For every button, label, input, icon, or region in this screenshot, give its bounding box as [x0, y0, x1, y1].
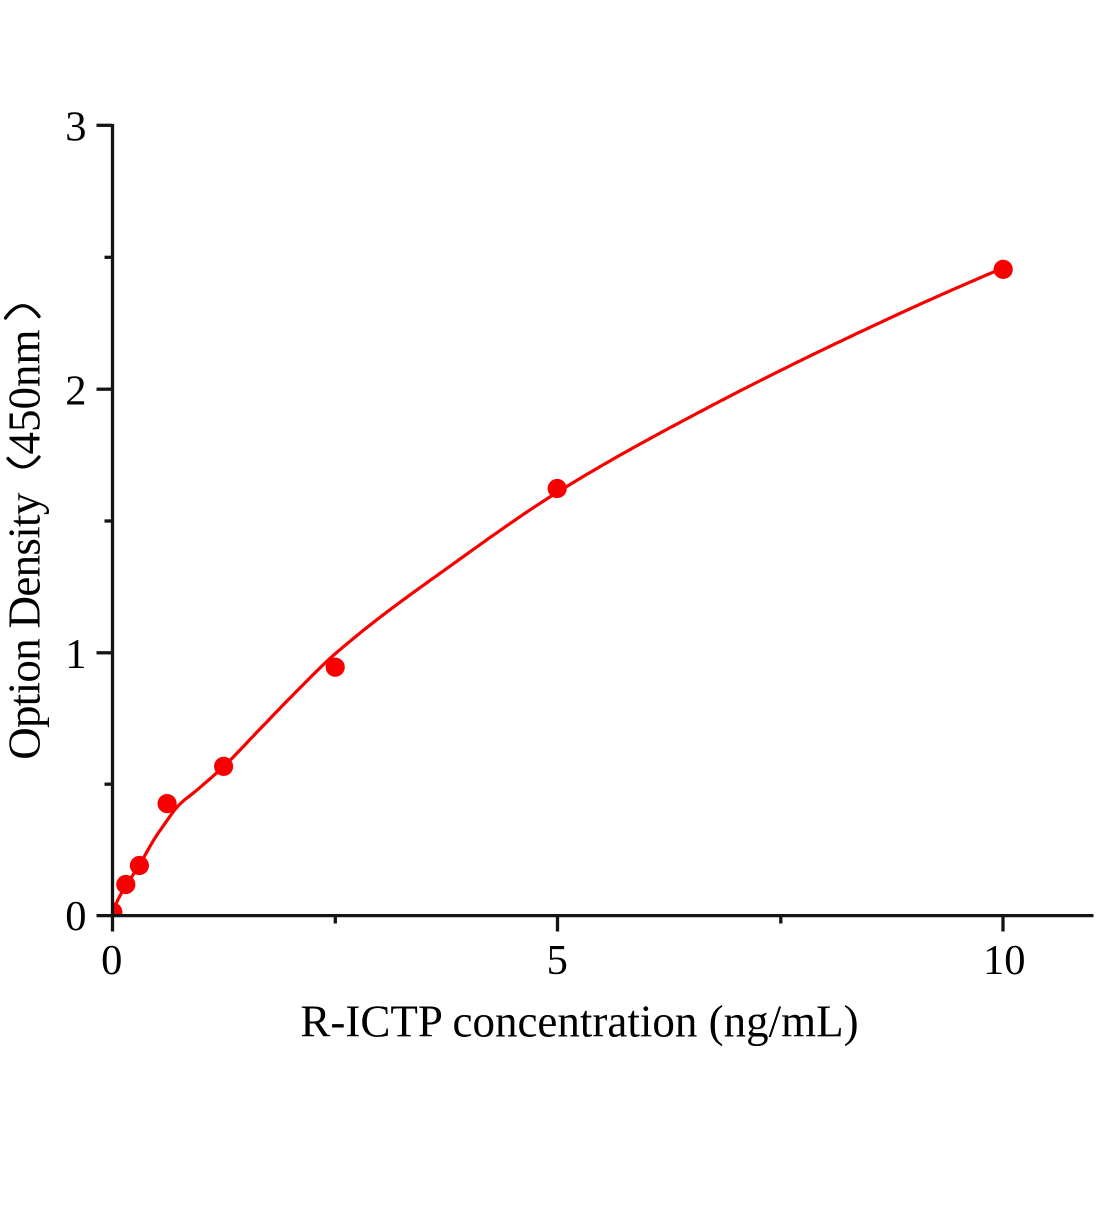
svg-text:1: 1	[65, 631, 86, 678]
svg-text:5: 5	[547, 937, 568, 984]
svg-text:2: 2	[65, 367, 86, 414]
svg-text:3: 3	[65, 104, 86, 151]
svg-text:Option Density: Option Density	[0, 492, 49, 760]
svg-text:450nm: 450nm	[0, 329, 49, 454]
svg-text:R-ICTP concentration (ng/mL): R-ICTP concentration (ng/mL)	[300, 997, 858, 1047]
svg-text:0: 0	[101, 937, 122, 984]
svg-text:10: 10	[983, 937, 1026, 984]
svg-text:0: 0	[65, 893, 86, 940]
